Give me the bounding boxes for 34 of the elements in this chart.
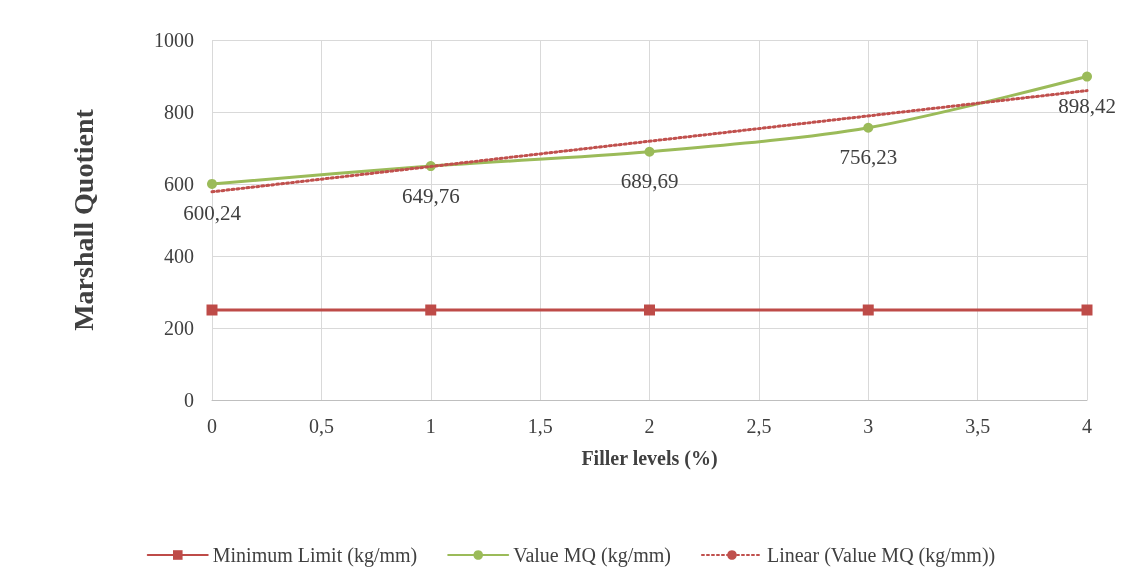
x-tick-label: 1 — [425, 415, 436, 437]
x-tick-label: 2,5 — [746, 415, 772, 437]
x-tick-label: 1,5 — [527, 415, 553, 437]
y-tick-label: 200 — [164, 317, 194, 339]
legend-label: Linear (Value MQ (kg/mm)) — [766, 544, 996, 567]
point — [862, 304, 874, 316]
y-tick-label: 800 — [164, 101, 194, 123]
y-tick-label: 1000 — [154, 29, 194, 51]
x-tick-label: 0 — [207, 415, 217, 437]
data-label: 649,76 — [401, 183, 460, 208]
y-tick-label: 0 — [184, 389, 194, 411]
x-tick-label: 0,5 — [308, 415, 334, 437]
x-axis-title: Filler levels (%) — [581, 447, 718, 470]
y-tick-label: 400 — [164, 245, 194, 267]
point — [207, 178, 217, 189]
y-tick-label: 600 — [164, 173, 194, 195]
point — [1081, 304, 1093, 316]
data-label: 756,23 — [839, 145, 898, 170]
point — [206, 304, 218, 316]
point — [1082, 71, 1092, 82]
x-tick-label: 2 — [644, 415, 655, 437]
x-tick-label: 3 — [863, 415, 874, 437]
point — [425, 304, 437, 316]
y-axis-title: Marshall Quotient — [67, 108, 99, 331]
data-label: 898,42 — [1058, 94, 1116, 119]
data-label: 689,69 — [620, 169, 679, 194]
point — [644, 146, 655, 157]
point — [863, 122, 874, 133]
data-label: 600,24 — [183, 201, 242, 226]
x-tick-label: 3,5 — [965, 415, 991, 437]
legend-label: Minimum Limit (kg/mm) — [212, 544, 418, 567]
point — [644, 304, 655, 316]
legend-label: Value MQ (kg/mm) — [513, 544, 671, 567]
x-tick-label: 4 — [1082, 415, 1092, 437]
